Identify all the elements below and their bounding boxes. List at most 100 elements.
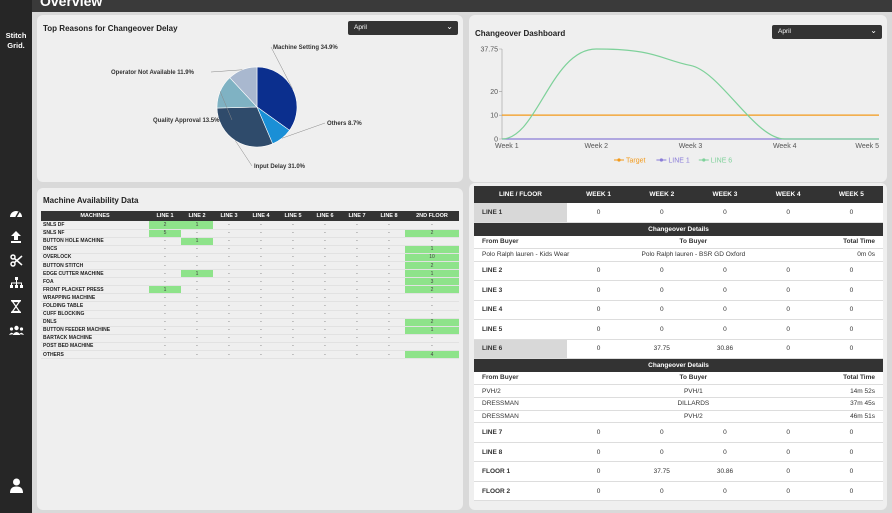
table-row[interactable]: LINE 6 0 37.75 30.86 0 0 xyxy=(474,339,883,360)
delay-month-select[interactable]: April ⌄ xyxy=(348,21,458,35)
machine-count: - xyxy=(341,253,373,262)
legend-label: LINE 1 xyxy=(668,158,690,165)
dashboard-month-select[interactable]: April ⌄ xyxy=(772,25,882,39)
machine-count: - xyxy=(181,293,213,303)
machine-count: - xyxy=(181,261,213,271)
week-value: 0 xyxy=(693,442,757,463)
machine-count: - xyxy=(341,285,373,295)
legend-marker xyxy=(659,158,663,162)
total-time: 46m 51s xyxy=(756,410,883,424)
machine-count: - xyxy=(149,269,181,279)
machine-availability-table: MACHINES LINE 1 LINE 2 LINE 3 LINE 4 LINE 5 LI… xyxy=(41,211,459,360)
machine-count: - xyxy=(245,301,277,311)
upload-icon[interactable] xyxy=(6,228,26,244)
machine-count: - xyxy=(341,318,373,327)
line-name: LINE 7 xyxy=(474,422,567,443)
machine-availability-card: Machine Availability Data MACHINES LINE 1… xyxy=(37,188,463,510)
machine-count: - xyxy=(373,326,405,335)
machine-count: - xyxy=(277,350,309,360)
column-header: MACHINES xyxy=(41,211,149,221)
week-value: 30.86 xyxy=(693,339,757,360)
machine-count: - xyxy=(149,350,181,360)
week-value: 0 xyxy=(567,319,631,340)
machine-name: DNCS xyxy=(41,245,149,254)
line-name: LINE 6 xyxy=(474,339,567,360)
brand-logo: Stitch Grid. xyxy=(5,31,27,50)
table-row: POST BED MACHINE - - - - - - - - - xyxy=(41,342,459,352)
machine-count: - xyxy=(245,350,277,360)
machine-count: - xyxy=(309,285,341,295)
machine-count: - xyxy=(245,342,277,352)
machine-count: - xyxy=(309,326,341,335)
machine-name: DNLS xyxy=(41,318,149,327)
pie-leader-line xyxy=(210,69,243,73)
table-row: CUFF BLOCKING - - - - - - - - - xyxy=(41,310,459,319)
dashboard-icon[interactable] xyxy=(6,205,26,221)
week-value: 0 xyxy=(756,261,820,282)
week-value: 0 xyxy=(756,203,820,223)
total-time-header: Total Time xyxy=(756,235,883,249)
machine-count: - xyxy=(245,285,277,295)
week-value: 0 xyxy=(756,300,820,321)
legend-item[interactable]: LINE 1 xyxy=(656,158,690,165)
to-buyer: Polo Ralph lauren - BSR GD Oxford xyxy=(630,248,757,262)
week-value: 0 xyxy=(819,442,883,463)
machine-count: - xyxy=(405,342,459,352)
machine-name: WRAPPING MACHINE xyxy=(41,293,149,303)
legend-item[interactable]: Target xyxy=(614,158,646,165)
week-value: 0 xyxy=(567,481,631,502)
to-buyer: PVH/2 xyxy=(630,410,757,424)
pie-slice[interactable] xyxy=(229,66,258,108)
machine-count: 1 xyxy=(181,269,213,279)
table-row: FRONT PLACKET PRESS 1- - - - - - -2 xyxy=(41,285,459,295)
machine-count: - xyxy=(149,342,181,352)
machine-count: - xyxy=(309,221,341,230)
machine-count: 2 xyxy=(405,261,459,271)
week-value: 30.86 xyxy=(693,461,757,482)
machine-count: - xyxy=(309,229,341,238)
machine-count: - xyxy=(309,245,341,254)
machine-count: - xyxy=(309,253,341,262)
from-buyer: DRESSMAN xyxy=(474,410,631,424)
machine-count: - xyxy=(277,293,309,303)
machine-count: - xyxy=(181,253,213,262)
machine-name: EDGE CUTTER MACHINE xyxy=(41,269,149,279)
machine-count: - xyxy=(373,301,405,311)
machine-count: - xyxy=(213,301,245,311)
machine-name: CUFF BLOCKING xyxy=(41,310,149,319)
chevron-down-icon: ⌄ xyxy=(870,26,877,35)
column-header: LINE 5 xyxy=(277,211,309,221)
machine-count: - xyxy=(277,277,309,287)
machine-name: FOLDING TABLE xyxy=(41,301,149,311)
weekly-changeover-card: LINE / FLOOR WEEK 1 WEEK 2 WEEK 3 WEEK 4 WEEK… xyxy=(469,183,887,510)
machine-count: - xyxy=(149,334,181,343)
table-row[interactable]: FLOOR 1 0 37.75 30.86 0 0 xyxy=(474,461,883,482)
hourglass-icon[interactable] xyxy=(6,298,26,314)
machine-count: - xyxy=(373,285,405,295)
line-name: LINE 1 xyxy=(474,203,567,223)
changeover-details-title: Changeover Details xyxy=(474,222,883,236)
column-header: WEEK 1 xyxy=(567,186,631,203)
week-value: 0 xyxy=(630,319,694,340)
availability-title: Machine Availability Data xyxy=(43,196,139,205)
legend-item[interactable]: LINE 6 xyxy=(698,158,733,165)
week-value: 0 xyxy=(693,261,757,282)
hierarchy-icon[interactable] xyxy=(6,275,26,291)
legend-label: Target xyxy=(626,158,646,165)
week-value: 0 xyxy=(693,422,757,443)
team-icon[interactable] xyxy=(6,322,26,338)
user-icon[interactable] xyxy=(6,477,26,493)
scissors-icon[interactable] xyxy=(6,252,26,268)
machine-count: - xyxy=(213,350,245,360)
machine-count: - xyxy=(213,310,245,319)
machine-count: - xyxy=(181,245,213,254)
machine-count: - xyxy=(341,293,373,303)
